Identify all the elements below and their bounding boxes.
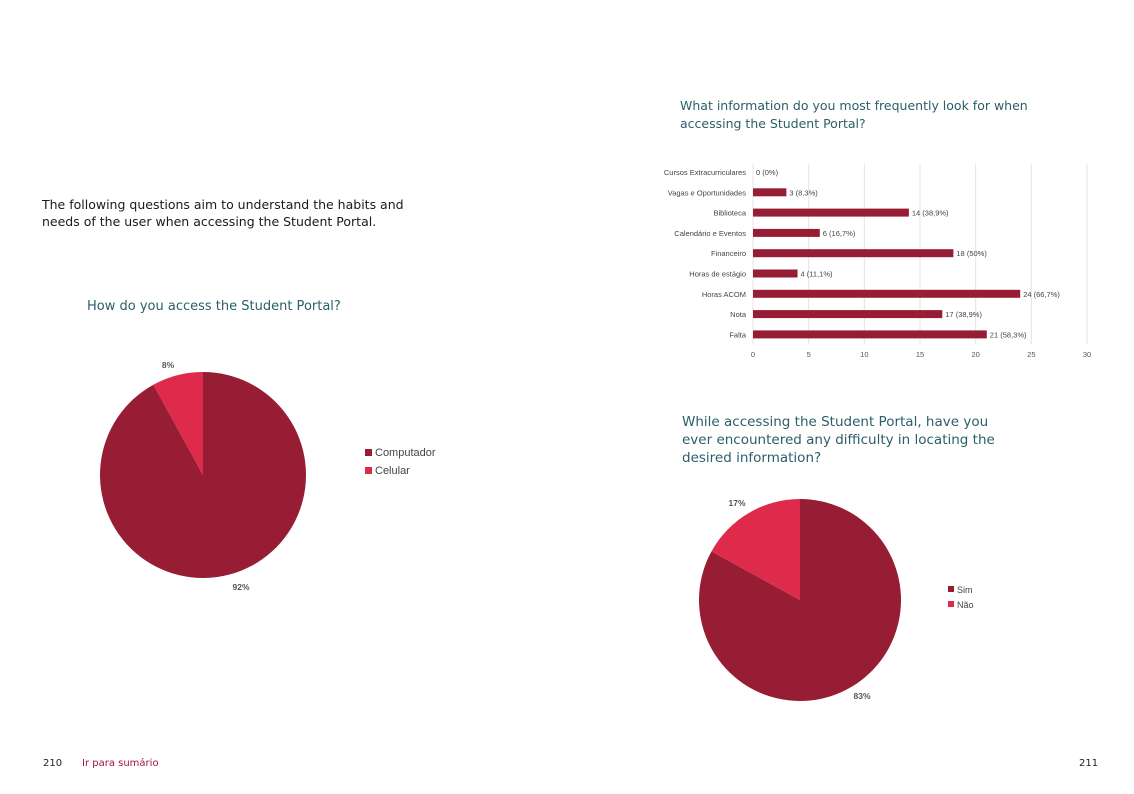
- bar: [753, 208, 909, 217]
- legend-swatch-computador: [365, 449, 372, 456]
- bar-category-label: Calendário e Eventos: [674, 229, 746, 238]
- legend-swatch-sim: [948, 586, 954, 592]
- bar: [753, 249, 954, 258]
- pie1-label-celular: 8%: [162, 360, 175, 370]
- pie2-label-nao: 17%: [728, 498, 745, 508]
- bar-value-label: 0 (0%): [756, 168, 779, 177]
- bar-value-label: 4 (11,1%): [801, 270, 833, 279]
- bar-value-label: 18 (50%): [956, 249, 987, 258]
- bar-value-label: 6 (16,7%): [823, 229, 856, 238]
- bar-chart: Cursos Extracurriculares Vagas e Oportuni…: [664, 164, 1091, 359]
- pie2-title: While accessing the Student Portal, have…: [682, 414, 995, 466]
- bar: [753, 310, 943, 319]
- bar-category-label: Horas ACOM: [702, 290, 746, 299]
- legend-celular: Celular: [375, 465, 410, 477]
- bar-category-label: Cursos Extracurriculares: [664, 168, 746, 177]
- bar-value-label: 3 (8,3%): [789, 188, 818, 197]
- page-number-left: 210: [43, 758, 63, 769]
- intro-text: The following questions aim to understan…: [42, 197, 404, 229]
- legend-swatch-celular: [365, 467, 372, 474]
- pie2-label-sim: 83%: [853, 691, 870, 701]
- bar-category-label: Nota: [730, 310, 747, 319]
- toc-link[interactable]: Ir para sumário: [82, 758, 159, 769]
- x-tick-label: 0: [751, 350, 755, 359]
- bar-category-label: Biblioteca: [713, 209, 746, 218]
- legend-computador: Computador: [375, 447, 436, 459]
- bar: [753, 269, 798, 278]
- bar-value-label: 14 (38,9%): [912, 209, 949, 218]
- x-tick-label: 20: [971, 350, 979, 359]
- bar-category-label: Vagas e Oportunidades: [668, 188, 746, 197]
- bar-category-label: Horas de estágio: [689, 270, 746, 279]
- pie2-slice-n-o: [711, 499, 800, 600]
- bar: [753, 289, 1021, 298]
- bar-category-label: Falta: [729, 330, 747, 339]
- bar-value-label: 17 (38,9%): [945, 310, 982, 319]
- legend-nao: Não: [957, 600, 974, 610]
- bar: [753, 330, 987, 339]
- x-tick-label: 10: [860, 350, 868, 359]
- bar-chart-title: What information do you most frequently …: [680, 98, 1028, 131]
- x-tick-label: 15: [916, 350, 924, 359]
- bar: [753, 228, 820, 237]
- bar-value-label: 24 (66,7%): [1023, 290, 1060, 299]
- bar: [753, 188, 787, 197]
- legend-sim: Sim: [957, 585, 973, 595]
- pie1-label-computador: 92%: [232, 582, 249, 592]
- pie1-title: How do you access the Student Portal?: [87, 299, 341, 314]
- x-tick-label: 30: [1083, 350, 1091, 359]
- x-tick-label: 25: [1027, 350, 1035, 359]
- bar-category-label: Financeiro: [711, 249, 746, 258]
- page-number-right: 211: [1079, 758, 1099, 769]
- pie1-slice-celular: [153, 372, 203, 475]
- legend-swatch-nao: [948, 601, 954, 607]
- x-tick-label: 5: [807, 350, 811, 359]
- bar-value-label: 21 (58,3%): [990, 330, 1027, 339]
- pie1-chart: 92% 8% Computador Celular: [100, 360, 436, 592]
- pie2-chart: 83% 17% Sim Não: [699, 498, 974, 701]
